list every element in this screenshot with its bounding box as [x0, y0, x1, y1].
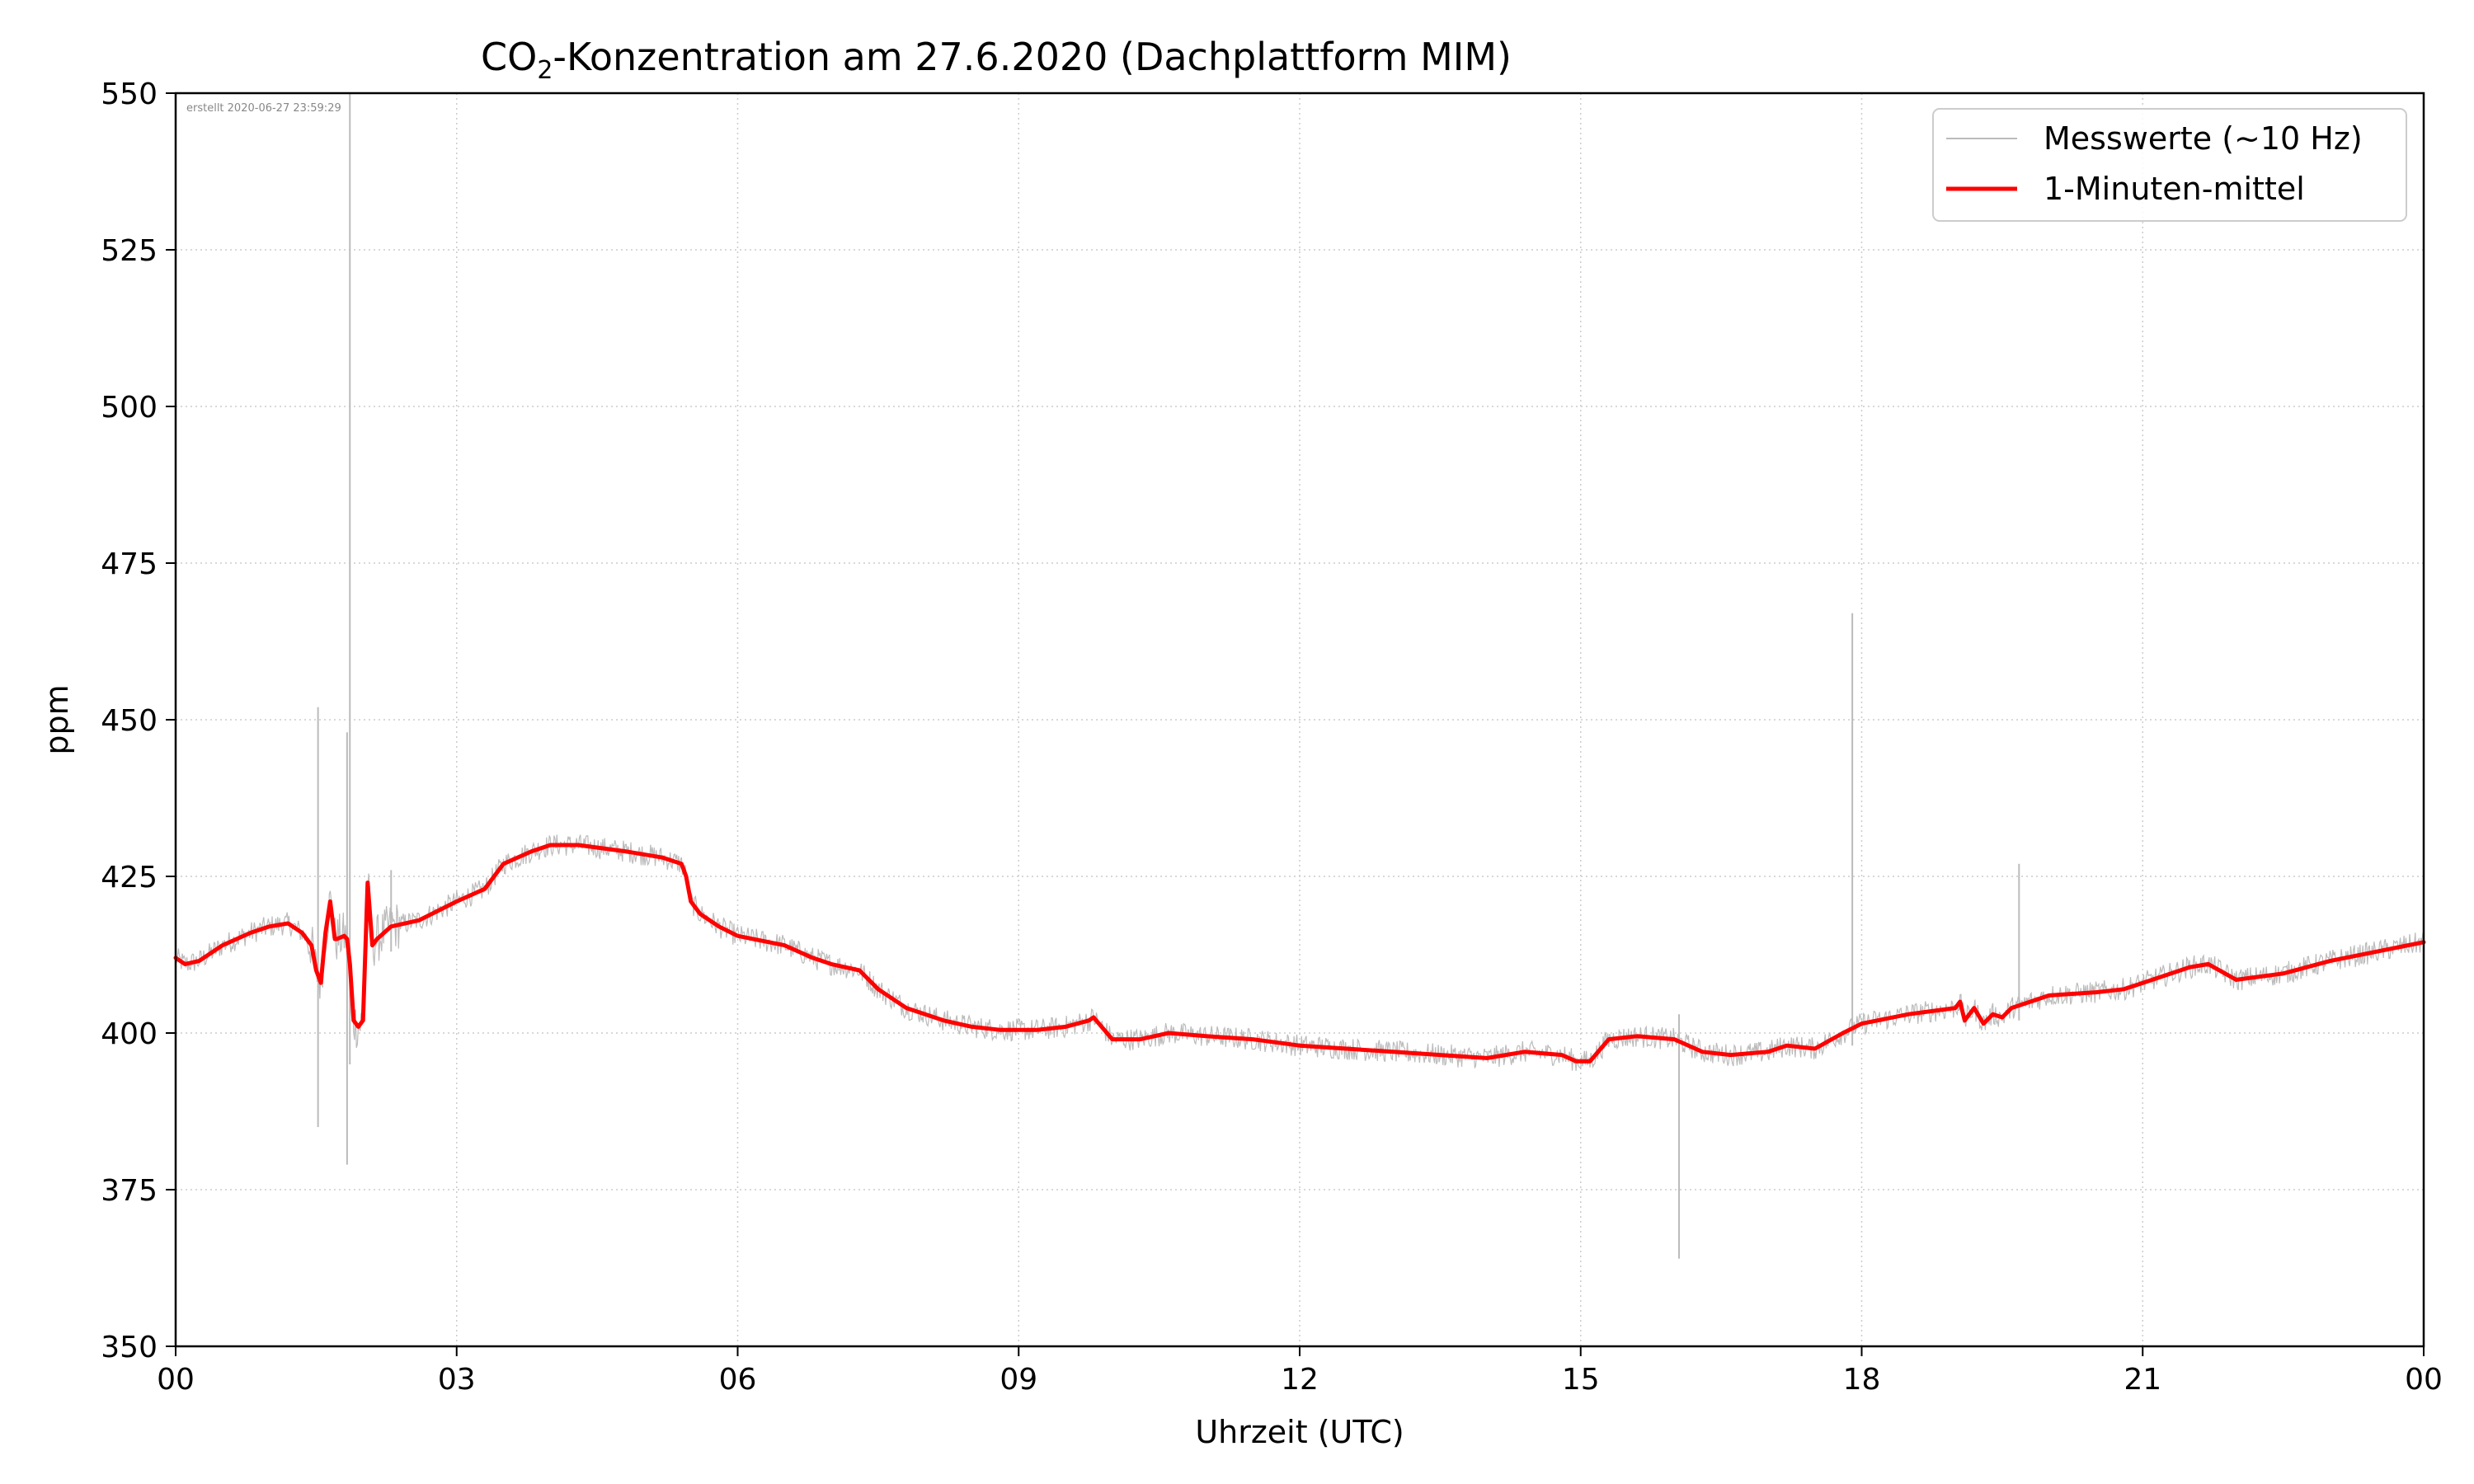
y-tick-label: 500: [101, 391, 158, 425]
x-tick-label: 06: [719, 1363, 757, 1397]
x-tick-label: 03: [438, 1363, 476, 1397]
y-tick-label: 375: [101, 1174, 158, 1208]
y-tick-label: 425: [101, 861, 158, 895]
x-tick-label: 00: [2405, 1363, 2443, 1397]
y-tick-label: 350: [101, 1331, 158, 1364]
y-axis-label: ppm: [39, 684, 75, 754]
legend-label-mean: 1-Minuten-mittel: [2044, 171, 2305, 207]
y-tick-label: 525: [101, 234, 158, 268]
y-tick-label: 400: [101, 1017, 158, 1051]
y-tick-label: 475: [101, 547, 158, 581]
mean-line: [173, 843, 2426, 1064]
axis-ticks: 00 03 06 09 12 15 18 21 003503754004254504755005…: [101, 77, 2443, 1397]
x-tick-label: 09: [999, 1363, 1037, 1397]
legend-label-raw: Messwerte (~10 Hz): [2044, 120, 2363, 157]
one-minute-mean-series: [173, 843, 2426, 1064]
x-tick-label: 18: [1843, 1363, 1881, 1397]
y-tick-label: 550: [101, 77, 158, 111]
legend-box: [1932, 108, 2407, 222]
y-tick-label: 450: [101, 704, 158, 738]
chart-title: CO2-Konzentration am 27.6.2020 (Dachplat…: [481, 35, 1512, 85]
x-tick-label: 15: [1562, 1363, 1600, 1397]
legend: Messwerte (~10 Hz) 1-Minuten-mittel: [1932, 108, 2407, 222]
x-tick-label: 21: [2124, 1363, 2161, 1397]
x-tick-label: 12: [1281, 1363, 1319, 1397]
created-timestamp: erstellt 2020-06-27 23:59:29: [186, 102, 341, 115]
x-axis-label: Uhrzeit (UTC): [1195, 1414, 1404, 1450]
x-tick-label: 00: [157, 1363, 195, 1397]
